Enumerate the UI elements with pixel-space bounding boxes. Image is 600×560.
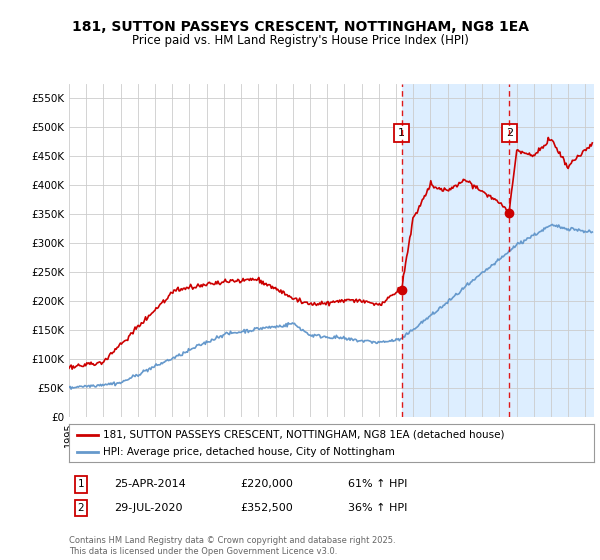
Bar xyxy=(509,84,594,417)
Text: £220,000: £220,000 xyxy=(240,479,293,489)
Text: 1: 1 xyxy=(398,128,405,138)
Text: 25-APR-2014: 25-APR-2014 xyxy=(114,479,186,489)
Text: 2: 2 xyxy=(77,503,85,513)
Text: 1: 1 xyxy=(77,479,85,489)
Text: 61% ↑ HPI: 61% ↑ HPI xyxy=(348,479,407,489)
Bar xyxy=(401,84,509,417)
Text: Price paid vs. HM Land Registry's House Price Index (HPI): Price paid vs. HM Land Registry's House … xyxy=(131,34,469,46)
Text: Contains HM Land Registry data © Crown copyright and database right 2025.
This d: Contains HM Land Registry data © Crown c… xyxy=(69,536,395,556)
Text: 36% ↑ HPI: 36% ↑ HPI xyxy=(348,503,407,513)
Text: 181, SUTTON PASSEYS CRESCENT, NOTTINGHAM, NG8 1EA (detached house): 181, SUTTON PASSEYS CRESCENT, NOTTINGHAM… xyxy=(103,430,505,440)
Text: £352,500: £352,500 xyxy=(240,503,293,513)
Text: 2: 2 xyxy=(506,128,513,138)
Text: 29-JUL-2020: 29-JUL-2020 xyxy=(114,503,182,513)
Text: HPI: Average price, detached house, City of Nottingham: HPI: Average price, detached house, City… xyxy=(103,447,395,457)
Text: 181, SUTTON PASSEYS CRESCENT, NOTTINGHAM, NG8 1EA: 181, SUTTON PASSEYS CRESCENT, NOTTINGHAM… xyxy=(71,20,529,34)
